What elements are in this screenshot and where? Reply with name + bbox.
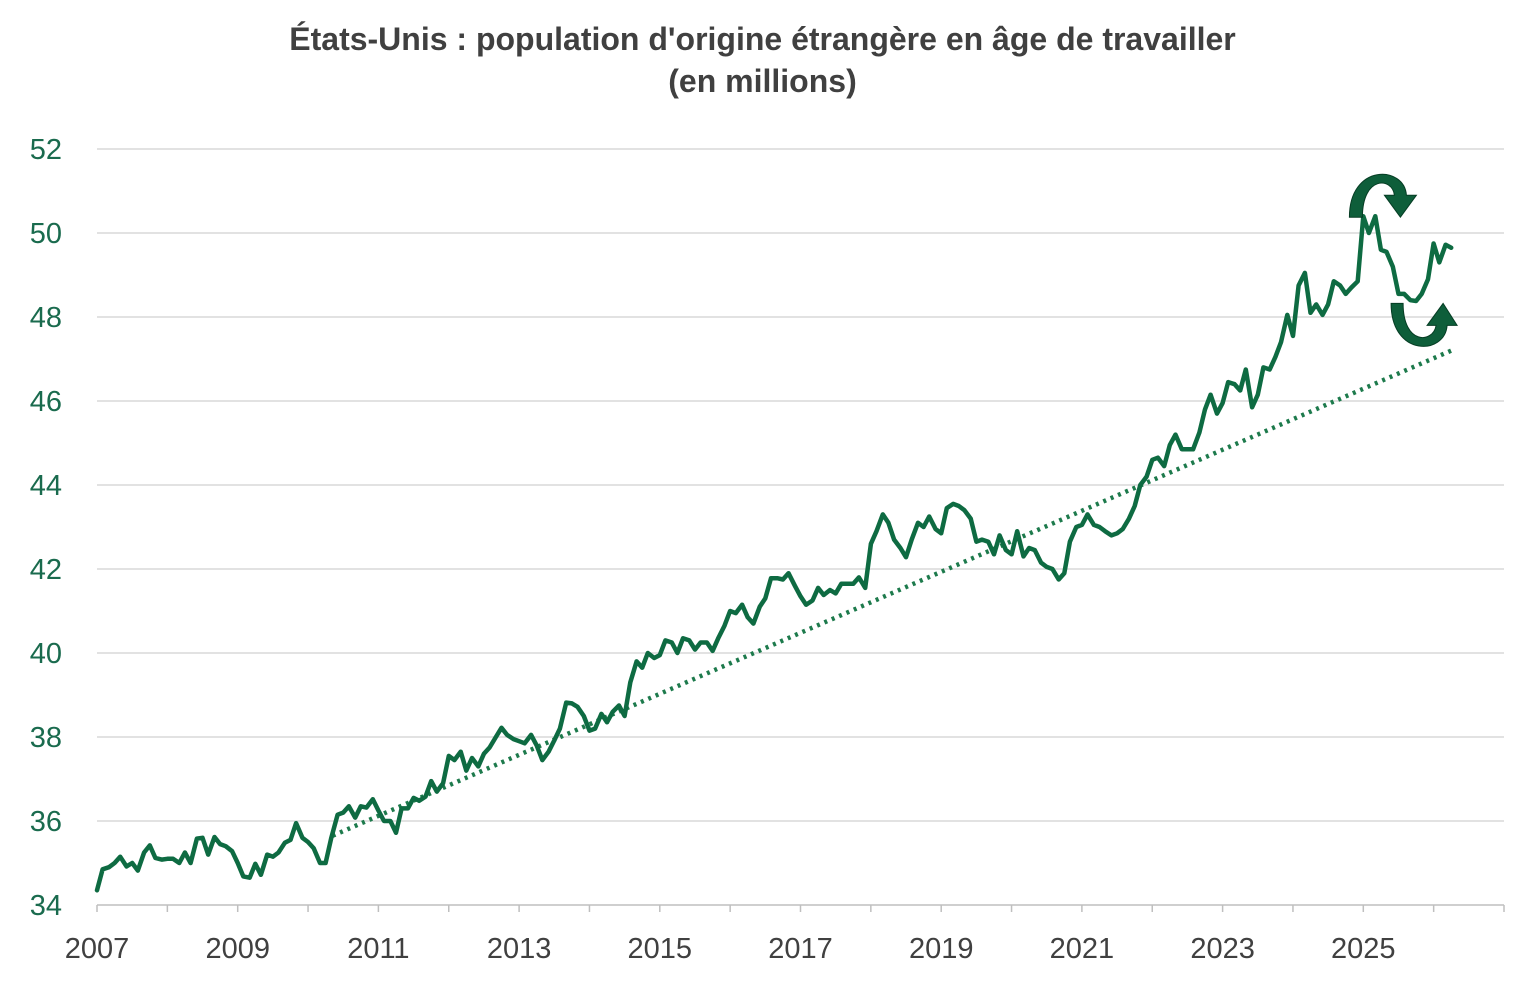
- y-axis: 34 36 38 40 42 44 46 48 50 52: [30, 134, 62, 922]
- x-tick-label: 2025: [1331, 933, 1396, 965]
- y-tick-label: 38: [30, 722, 62, 754]
- annotations: [1348, 173, 1459, 347]
- x-tick-label: 2017: [768, 933, 833, 965]
- y-tick-label: 48: [30, 302, 62, 334]
- y-tick-label: 44: [30, 470, 62, 502]
- x-tick-label: 2011: [347, 933, 409, 965]
- y-tick-label: 50: [30, 218, 62, 250]
- curved-arrow-down-icon: [1348, 173, 1418, 219]
- chart-subtitle: (en millions): [668, 63, 857, 99]
- trend-line: [331, 348, 1453, 838]
- x-tick-label: 2009: [205, 933, 270, 965]
- y-tick-label: 34: [30, 890, 62, 922]
- x-tick-label: 2015: [628, 933, 693, 965]
- y-tick-label: 52: [30, 134, 62, 166]
- x-tick-label: 2013: [487, 933, 552, 965]
- gridlines: [97, 148, 1504, 822]
- y-tick-label: 42: [30, 554, 62, 586]
- series-line-path: [94, 213, 1454, 893]
- curved-arrow-up-icon: [1390, 302, 1459, 347]
- chart-title-block: États-Unis : population d'origine étrang…: [0, 18, 1525, 102]
- x-tick-label: 2021: [1050, 933, 1115, 965]
- data-series: [94, 213, 1454, 893]
- y-tick-label: 36: [30, 806, 62, 838]
- trend-line-path: [331, 348, 1453, 838]
- x-axis: 2007 2009 2011 2013 2015 2017 2019 2021 2023 2025: [65, 904, 1505, 965]
- x-tick-label: 2023: [1190, 933, 1255, 965]
- y-tick-label: 40: [30, 638, 62, 670]
- y-tick-label: 46: [30, 386, 62, 418]
- chart-title: États-Unis : population d'origine étrang…: [289, 21, 1236, 57]
- x-tick-label: 2007: [65, 933, 130, 965]
- x-tick-label: 2019: [909, 933, 974, 965]
